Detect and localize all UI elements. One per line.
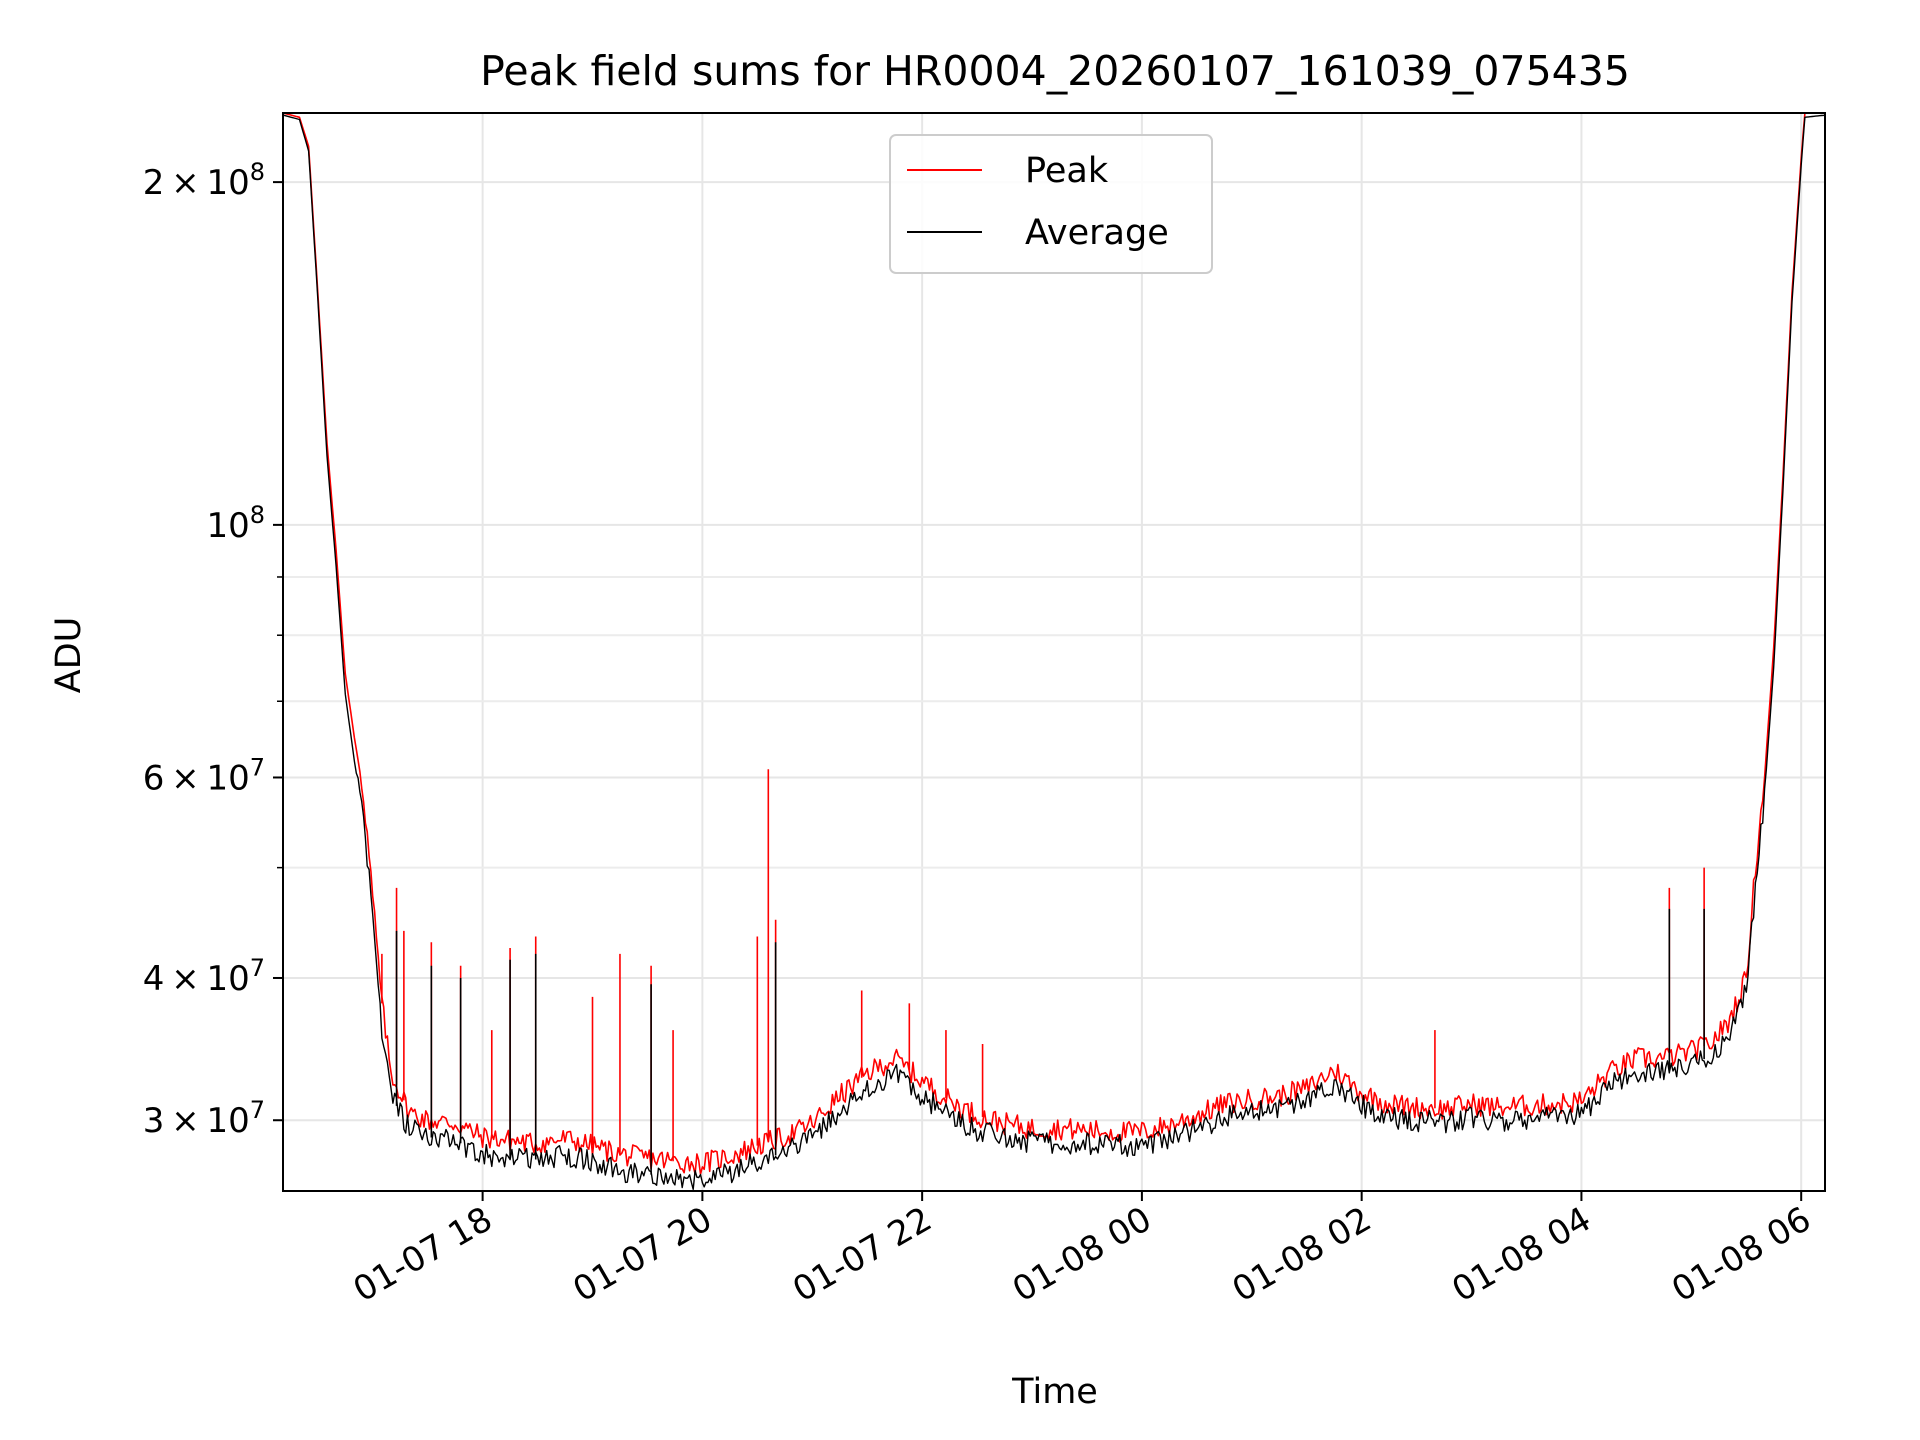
legend-label: Peak bbox=[1025, 151, 1109, 191]
chart-title: Peak field sums for HR0004_20260107_1610… bbox=[480, 47, 1630, 95]
y-tick-label: 108 bbox=[206, 501, 265, 546]
y-tick-label: 2 × 108 bbox=[143, 158, 265, 203]
legend: Peak Average bbox=[889, 134, 1213, 274]
x-axis-label: Time bbox=[1011, 1372, 1098, 1412]
y-axis: 3 × 107 4 × 107 6 × 107 108 2 × 108 bbox=[143, 158, 283, 1141]
y-axis-label: ADU bbox=[49, 617, 89, 694]
series-line-average bbox=[282, 114, 1826, 1190]
y-tick-label: 4 × 107 bbox=[143, 954, 265, 999]
y-tick-label: 6 × 107 bbox=[143, 753, 265, 798]
series-line-peak bbox=[282, 112, 1825, 1175]
series-layer bbox=[282, 112, 1826, 1190]
y-tick-label: 3 × 107 bbox=[143, 1096, 265, 1141]
grid bbox=[283, 113, 1825, 1191]
plot-area-frame bbox=[282, 112, 1826, 1192]
legend-label: Average bbox=[1025, 213, 1169, 253]
